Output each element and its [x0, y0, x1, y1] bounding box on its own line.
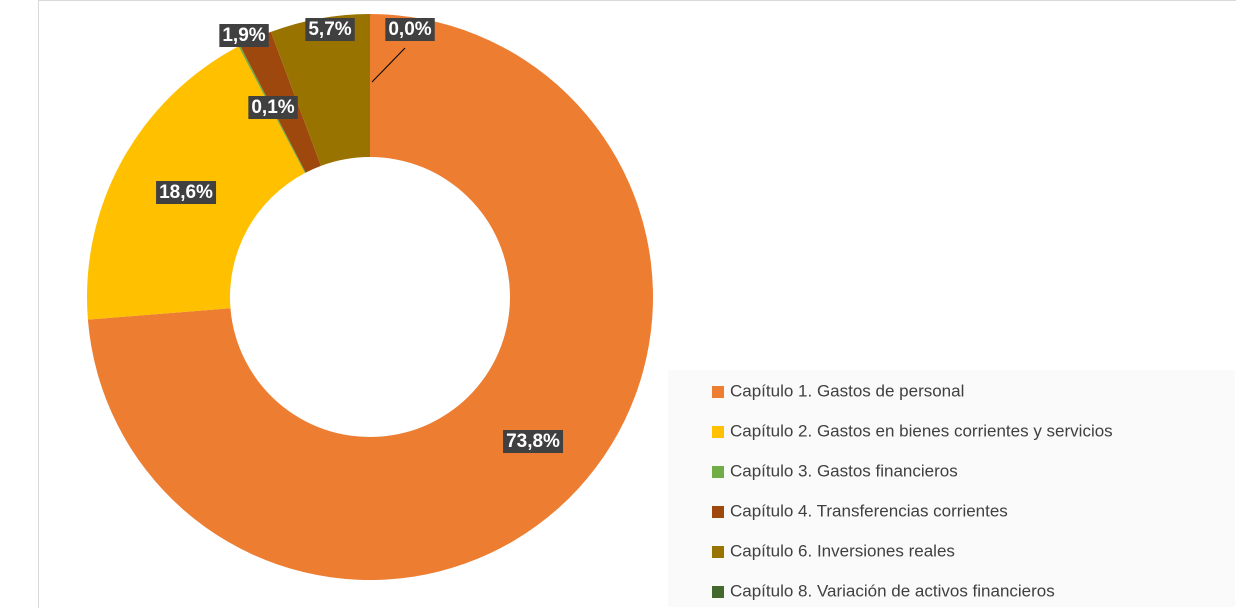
data-label: 1,9%	[222, 25, 265, 46]
data-label-bg	[385, 18, 435, 42]
data-label-bg	[156, 181, 217, 205]
legend-label: Capítulo 6. Inversiones reales	[730, 541, 955, 560]
legend-label: Capítulo 8. Variación de activos financi…	[730, 581, 1055, 600]
data-label: 0,0%	[388, 19, 431, 40]
data-label: 0,1%	[251, 97, 294, 118]
data-label-bg	[503, 430, 564, 454]
legend-box	[668, 370, 1235, 607]
legend-swatch	[712, 586, 724, 598]
donut-slice	[270, 14, 370, 166]
legend-swatch	[712, 546, 724, 558]
data-label: 5,7%	[308, 19, 351, 40]
data-label: 73,8%	[506, 431, 560, 452]
legend-label: Capítulo 3. Gastos financieros	[730, 461, 958, 480]
legend-label: Capítulo 1. Gastos de personal	[730, 381, 964, 400]
legend-label: Capítulo 2. Gastos en bienes corrientes …	[730, 421, 1113, 440]
leader-line	[371, 47, 406, 83]
data-label-bg	[305, 18, 355, 42]
legend-label: Capítulo 4. Transferencias corrientes	[730, 501, 1008, 520]
legend-swatch	[712, 466, 724, 478]
legend-swatch	[712, 506, 724, 518]
data-label: 18,6%	[159, 182, 213, 203]
legend-swatch	[712, 426, 724, 438]
data-label-bg	[219, 24, 269, 48]
legend-swatch	[712, 386, 724, 398]
data-label-bg	[248, 96, 298, 120]
